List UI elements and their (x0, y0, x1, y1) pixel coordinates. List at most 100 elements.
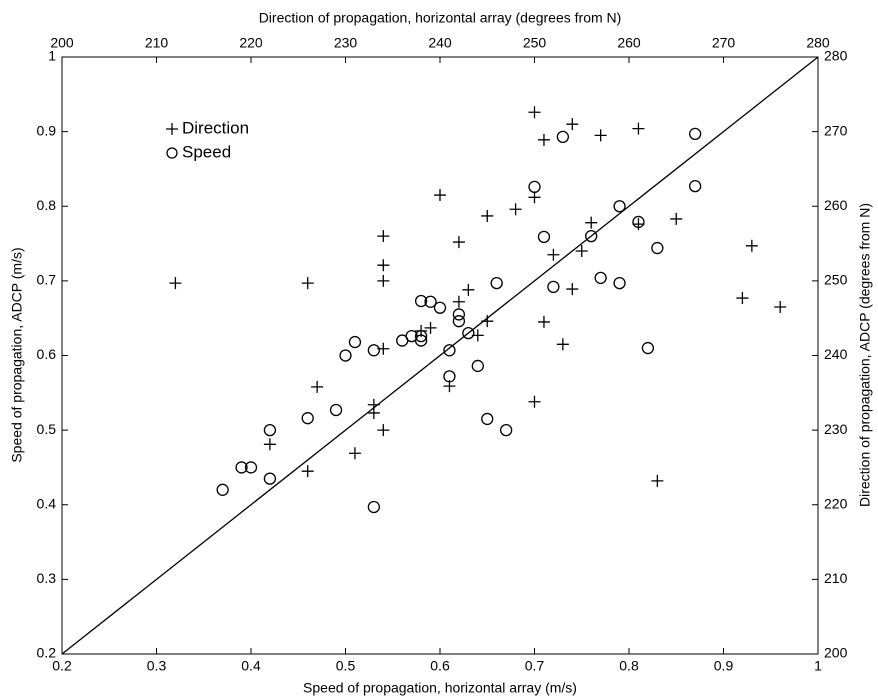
x2-tick-label: 260 (617, 35, 641, 51)
plus-point (377, 230, 390, 243)
y2-tick-label: 270 (824, 122, 848, 138)
plus-point (537, 315, 550, 328)
y2-tick-label: 250 (824, 272, 848, 288)
circle-point (367, 500, 381, 514)
x-axis-label: Speed of propagation, horizontal array (… (303, 680, 577, 696)
plus-point (452, 236, 465, 249)
y-tick-label: 0.6 (37, 346, 57, 362)
circle-point (414, 294, 428, 308)
legend-label: Direction (182, 118, 249, 137)
plus-point (528, 191, 541, 204)
x2-tick-label: 200 (50, 35, 74, 51)
circle-point (424, 295, 437, 308)
plus-point (348, 447, 361, 460)
x-tick-label: 0.8 (619, 658, 639, 674)
plus-point (547, 248, 560, 261)
circle-point (528, 180, 541, 193)
y-tick-label: 0.9 (37, 122, 57, 138)
plus-point (377, 424, 390, 437)
y-tick-label: 0.2 (37, 645, 57, 661)
x-tick-label: 1 (814, 658, 822, 674)
plus-point (736, 292, 749, 305)
plus-point (632, 218, 645, 231)
circle-point (443, 370, 456, 383)
plus-point (263, 438, 276, 451)
plus-point (556, 338, 569, 351)
circle-point (263, 472, 277, 485)
legend-marker (166, 147, 178, 159)
x2-tick-label: 230 (334, 35, 358, 51)
x2-tick-label: 220 (239, 35, 263, 51)
plus-point (632, 122, 645, 135)
circle-point (632, 215, 645, 229)
y2-tick-label: 220 (824, 495, 848, 511)
x2-tick-label: 250 (523, 35, 547, 51)
circle-point (452, 315, 466, 328)
circle-point (651, 241, 664, 255)
plus-point (481, 315, 494, 328)
plus-point (377, 274, 390, 287)
plus-point (481, 209, 494, 222)
y-tick-label: 1 (48, 48, 56, 64)
y2-tick-label: 280 (824, 48, 848, 64)
circle-point (547, 280, 560, 293)
circle-point (339, 349, 352, 362)
circle-point (235, 461, 248, 474)
circle-point (556, 130, 569, 143)
plus-point (594, 129, 607, 142)
circle-point (613, 276, 626, 290)
plus-point (670, 212, 683, 225)
plus-point (367, 406, 380, 419)
x2-tick-label: 210 (145, 35, 169, 51)
plus-point (585, 216, 598, 229)
plus-point (434, 189, 446, 202)
plus-point (528, 106, 541, 119)
plus-point (301, 277, 314, 290)
plus-point (462, 283, 475, 296)
plus-point (566, 283, 579, 296)
y2-tick-label: 240 (824, 346, 848, 362)
legend-marker (166, 123, 178, 135)
plus-point (566, 118, 579, 131)
x-tick-label: 0.7 (525, 658, 545, 674)
legend-label: Speed (182, 142, 231, 161)
x-tick-label: 0.2 (52, 658, 72, 674)
circle-point (490, 276, 503, 290)
plus-point (169, 277, 182, 290)
circle-point (689, 179, 702, 193)
x2-axis-label: Direction of propagation, horizontal arr… (259, 10, 622, 26)
circle-point (329, 403, 343, 417)
y-tick-label: 0.4 (37, 495, 57, 511)
circle-point (499, 423, 513, 437)
y2-tick-label: 210 (824, 570, 848, 586)
circle-point (613, 200, 626, 213)
y2-tick-label: 230 (824, 421, 848, 437)
y2-axis-label: Direction of propagation, ADCP (degrees … (857, 203, 873, 507)
plus-point (424, 321, 437, 334)
x-tick-label: 0.9 (714, 658, 734, 674)
circle-point (216, 483, 229, 496)
x2-tick-label: 240 (428, 35, 452, 51)
circle-point (585, 229, 598, 243)
plus-point (537, 133, 550, 146)
plus-point (452, 295, 465, 308)
circle-point (348, 335, 362, 349)
y2-tick-label: 260 (824, 197, 848, 213)
plus-point (301, 465, 314, 478)
plus-point (774, 300, 787, 313)
circle-point (301, 412, 314, 425)
y2-tick-label: 200 (824, 645, 848, 661)
reference-line (61, 56, 819, 655)
circle-point (244, 461, 258, 474)
plus-point (575, 245, 588, 258)
plus-point (509, 203, 522, 216)
x-tick-label: 0.6 (430, 658, 450, 674)
circle-point (641, 341, 655, 355)
circle-point (263, 423, 277, 437)
circle-point (367, 344, 381, 357)
y-tick-label: 0.8 (37, 197, 57, 213)
y-axis-label: Speed of propagation, ADCP (m/s) (9, 247, 25, 462)
legend: Direction Speed (166, 118, 249, 161)
